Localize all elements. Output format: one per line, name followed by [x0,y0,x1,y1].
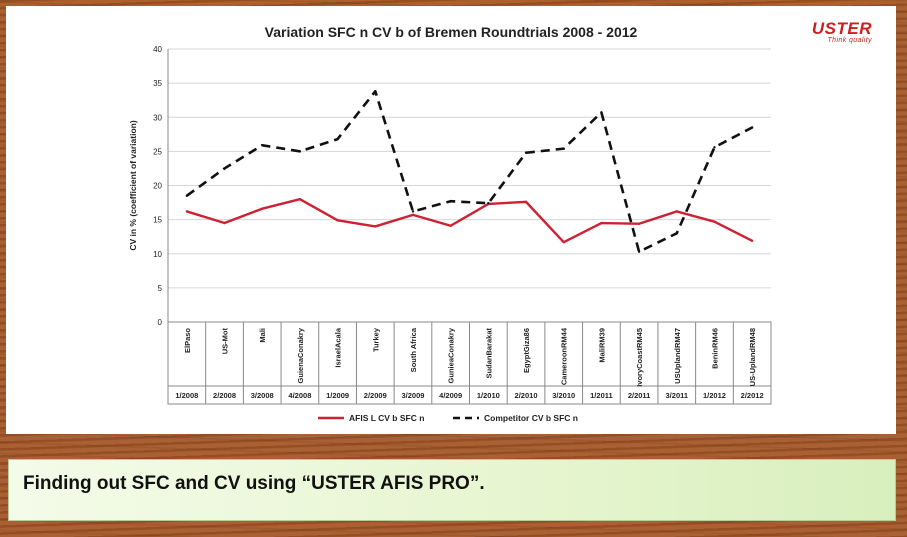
x-period-label: 4/2008 [288,391,311,400]
x-category-label: MaliRM39 [597,328,606,363]
data-point [223,167,226,170]
caption-text: Finding out SFC and CV using “USTER AFIS… [23,473,485,494]
data-point [336,219,339,222]
x-period-label: 3/2011 [666,391,689,400]
x-period-label: 3/2010 [552,391,575,400]
chart-panel: 0 5 10 15 20 25 30 35 40 CV in % (coefficient of … [6,6,896,434]
data-point [261,144,264,147]
x-category-label: US-Mot [221,328,230,355]
x-category-label: IvoryCoastRM45 [635,328,644,387]
x-category-label: CameroonRM44 [560,327,569,385]
x-period-label: 2/2011 [628,391,651,400]
chart-title: Variation SFC n CV b of Bremen Roundtria… [264,24,638,40]
data-point [524,200,528,204]
y-tick-label: 0 [158,318,163,327]
data-point [675,210,678,213]
x-period-label: 2/2009 [364,391,387,400]
data-point [675,232,678,235]
data-point [562,147,565,150]
x-category-label: Mali [258,328,267,343]
y-tick-label: 20 [153,182,162,191]
x-period-label: 1/2009 [326,391,349,400]
data-point [374,225,377,228]
y-axis-label: CV in % (coefficient of variation) [128,120,138,251]
data-point [600,221,603,225]
x-period-label: 3/2009 [401,391,424,400]
data-point [223,221,226,225]
y-tick-label: 25 [153,147,162,156]
x-period-label: 1/2008 [175,391,198,400]
y-tick-label: 40 [153,45,162,54]
series-line-afis [186,197,753,244]
logo-word: USTER [811,19,872,38]
x-period-label: 2/2010 [515,391,538,400]
x-category-label: GuienaConakry [296,327,305,383]
x-period-label: 4/2009 [439,391,462,400]
data-point [713,146,716,149]
data-point [524,151,528,154]
data-point [185,210,189,213]
data-point [637,250,641,253]
data-point [411,210,415,213]
x-category-label: IsraelAcala [334,327,343,367]
x-category-label: GunieaConakry [447,327,456,383]
x-category-label: US-UplandRM48 [748,328,757,386]
y-tick-label: 30 [153,113,162,122]
data-point [713,220,716,223]
data-point [185,194,189,197]
data-point [750,126,754,129]
x-period-label: 3/2008 [251,391,274,400]
x-period-label: 1/2012 [703,391,726,400]
x-category-label: ElPaso [183,328,192,353]
data-point [298,150,302,153]
x-category-label: SudanBarakat [484,328,493,379]
data-point [750,239,754,242]
data-point [487,202,490,205]
x-period-label: 1/2011 [590,391,613,400]
x-period-label: 2/2008 [213,391,236,400]
line-chart: 0 5 10 15 20 25 30 35 40 CV in % (coefficient of … [128,45,772,423]
x-category-label: EgyptGiza86 [522,328,531,373]
legend-label: Competitor CV b SFC n [484,413,578,423]
y-tick-label: 10 [153,250,162,259]
data-point [449,199,452,203]
data-point [298,197,302,201]
data-point [600,111,603,114]
logo-tagline: Think quality [827,37,872,44]
x-category-label: USUplandRM47 [673,328,682,384]
y-tick-label: 15 [153,216,162,225]
data-point [411,213,415,217]
series-line-competitor [186,90,753,254]
data-point [261,207,264,210]
data-point [637,222,641,225]
legend-label: AFIS L CV b SFC n [349,413,424,423]
data-point [336,137,339,141]
y-tick-label: 5 [158,284,163,293]
data-point [449,224,452,227]
data-point [562,240,565,244]
x-category-label: Turkey [371,327,380,352]
x-period-label: 2/2012 [741,391,764,400]
data-point [374,90,377,93]
x-period-label: 1/2010 [477,391,500,400]
x-category-label: BeninRM46 [710,328,719,369]
x-category-label: South Africa [409,327,418,372]
uster-logo: USTER Think quality [812,20,872,44]
caption-box: Finding out SFC and CV using “USTER AFIS… [8,459,896,521]
y-tick-label: 35 [153,79,162,88]
